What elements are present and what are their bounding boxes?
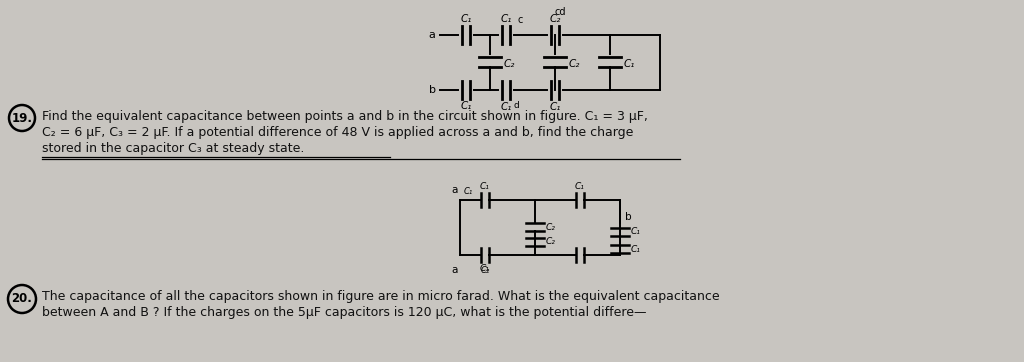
Text: C₁: C₁	[464, 188, 473, 197]
Text: C₁: C₁	[501, 14, 512, 24]
Text: b: b	[625, 212, 632, 222]
Text: C₂: C₂	[504, 59, 515, 69]
Text: Find the equivalent capacitance between points a and b in the circuit shown in f: Find the equivalent capacitance between …	[42, 110, 648, 123]
Text: C₁: C₁	[480, 264, 489, 273]
Text: C₁: C₁	[631, 227, 641, 236]
Text: 20.: 20.	[11, 292, 33, 306]
Text: C₂: C₂	[546, 223, 556, 232]
Text: a: a	[452, 265, 458, 275]
Text: C₁: C₁	[631, 244, 641, 253]
Text: 19.: 19.	[11, 111, 33, 125]
Text: b: b	[428, 85, 435, 95]
Text: stored in the capacitor C₃ at steady state.: stored in the capacitor C₃ at steady sta…	[42, 142, 304, 155]
Text: a: a	[452, 185, 458, 195]
Text: C₁: C₁	[549, 102, 561, 112]
Text: The capacitance of all the capacitors shown in figure are in micro farad. What i: The capacitance of all the capacitors sh…	[42, 290, 720, 303]
Text: d: d	[513, 101, 519, 110]
Text: C₂ = 6 μF, C₃ = 2 μF. If a potential difference of 48 V is applied across a and : C₂ = 6 μF, C₃ = 2 μF. If a potential dif…	[42, 126, 634, 139]
Text: C₁: C₁	[501, 102, 512, 112]
Text: C₁: C₁	[624, 59, 635, 69]
Text: C₁: C₁	[461, 14, 472, 24]
Text: C₂: C₂	[480, 266, 489, 275]
Text: C₂: C₂	[569, 59, 581, 69]
Text: C₁: C₁	[575, 182, 585, 191]
Text: c: c	[517, 15, 522, 25]
Text: C₂: C₂	[546, 237, 556, 247]
Text: cd: cd	[554, 7, 565, 17]
Text: between A and B ? If the charges on the 5μF capacitors is 120 μC, what is the po: between A and B ? If the charges on the …	[42, 306, 646, 319]
Text: C₁: C₁	[480, 182, 489, 191]
Text: C₁: C₁	[461, 101, 472, 111]
Text: a: a	[429, 30, 435, 40]
Text: C₂: C₂	[549, 14, 561, 24]
